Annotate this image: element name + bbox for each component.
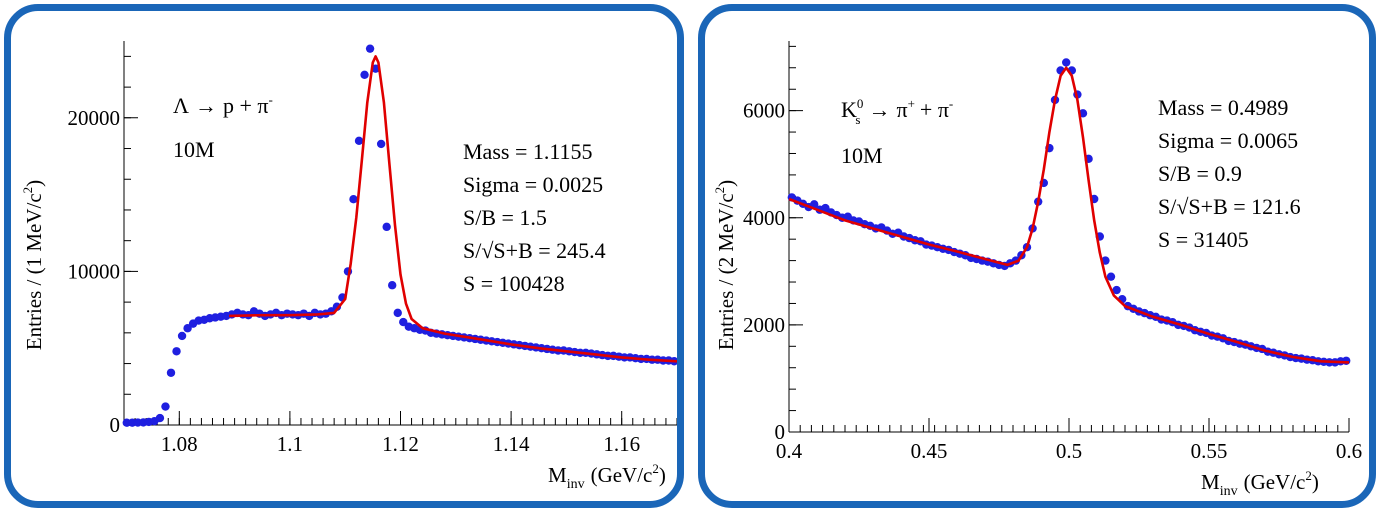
sample-size-label: 10M — [173, 137, 215, 162]
x-tick-label: 1.1 — [277, 432, 303, 456]
stat-signal-count: S = 31405 — [1158, 227, 1249, 252]
y-tick-label: 0 — [110, 413, 121, 437]
data-point — [376, 139, 386, 149]
y-tick-label: 4000 — [743, 206, 785, 230]
stat-s-over-b: S/B = 1.5 — [463, 205, 547, 230]
x-axis-title: Minv (GeV/c2) — [548, 461, 666, 492]
stat-sigma: Sigma = 0.0025 — [463, 172, 603, 197]
stat-mass: Mass = 0.4989 — [1158, 95, 1288, 120]
fit-curve — [788, 66, 1350, 364]
data-point — [172, 347, 181, 356]
plot-area: 1.08 1.1 1.12 1.14 1.16 0 10000 20000 — [68, 41, 677, 456]
x-tick-label: 0.5 — [1056, 439, 1082, 463]
stat-s-over-b: S/B = 0.9 — [1158, 161, 1242, 186]
data-point — [365, 44, 375, 53]
y-axis-title: Entries / (2 MeV/c2) — [712, 180, 738, 350]
x-tick-label: 0.45 — [911, 439, 948, 463]
x-tick-label: 0.55 — [1191, 439, 1228, 463]
x-tick-label: 0.6 — [1336, 439, 1362, 463]
x-tick-label: 1.08 — [161, 432, 198, 456]
x-tick-label: 1.12 — [382, 432, 419, 456]
fit-curve — [229, 55, 677, 363]
stat-mass: Mass = 1.1155 — [463, 139, 593, 164]
stat-significance: S/√S+B = 121.6 — [1158, 194, 1301, 219]
chart-svg-kshort: 0.4 0.45 0.5 0.55 0.6 0 2000 4000 6000 K0 s → π+ + π… — [712, 41, 1362, 499]
reaction-label: Λ → p + π- — [173, 92, 273, 118]
data-point — [183, 324, 192, 333]
data-point — [155, 413, 165, 423]
data-point — [1112, 285, 1121, 295]
sample-size-label: 10M — [841, 143, 883, 168]
y-tick-label: 0 — [775, 420, 786, 444]
data-point — [1342, 356, 1351, 365]
stat-significance: S/√S+B = 245.4 — [463, 238, 606, 263]
data-point — [393, 308, 402, 318]
y-tick-label: 20000 — [68, 106, 121, 130]
x-tick-label: 0.4 — [776, 439, 803, 463]
y-tick-label: 6000 — [743, 99, 785, 123]
data-point — [349, 195, 358, 204]
x-axis-title: Minv (GeV/c2) — [1201, 468, 1319, 499]
y-axis-title: Entries / (1 MeV/c2) — [20, 180, 46, 350]
chart-panel-kshort: 0.4 0.45 0.5 0.55 0.6 0 2000 4000 6000 K0 s → π+ + π… — [698, 4, 1376, 508]
stat-sigma: Sigma = 0.0065 — [1158, 128, 1298, 153]
x-tick-label: 1.14 — [493, 432, 530, 456]
y-tick-label: 2000 — [743, 313, 785, 337]
data-point — [1062, 58, 1071, 67]
x-tick-label: 1.16 — [603, 432, 640, 456]
data-point — [354, 136, 364, 146]
data-point — [382, 222, 391, 232]
data-point — [1106, 272, 1116, 281]
y-tick-label: 10000 — [68, 259, 121, 283]
data-point — [166, 368, 176, 377]
chart-panel-lambda: 1.08 1.1 1.12 1.14 1.16 0 10000 20000 Λ → p + π- … — [4, 4, 684, 508]
data-point — [360, 70, 369, 79]
data-point — [177, 331, 187, 341]
data-point — [161, 402, 170, 411]
reaction-label: K0 s → π+ + π- — [841, 96, 953, 127]
stat-signal-count: S = 100428 — [463, 271, 565, 296]
plot-area: 0.4 0.45 0.5 0.55 0.6 0 2000 4000 6000 — [743, 41, 1362, 463]
data-point — [399, 317, 408, 327]
data-point — [388, 281, 397, 290]
